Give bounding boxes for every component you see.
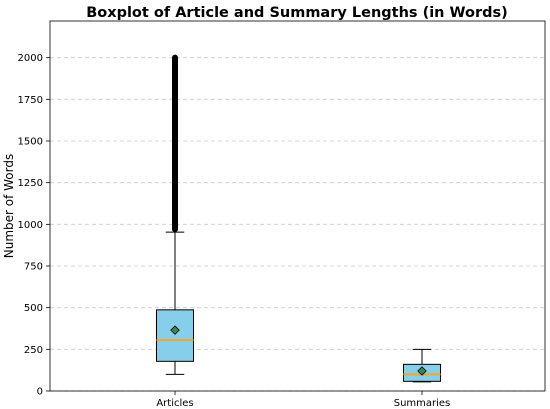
y-tick-label: 2000 [18,53,43,64]
y-tick-label: 750 [24,262,43,273]
y-tick-label: 0 [37,387,43,398]
chart-title: Boxplot of Article and Summary Lengths (… [86,5,508,21]
grid-lines [50,57,545,392]
y-axis-label: Number of Words [2,154,16,259]
y-tick-label: 250 [24,345,43,356]
y-axis-ticks: 0 250 500 750 1000 1250 1500 1750 2000 [18,53,50,398]
mean-marker [170,325,180,335]
mean-marker [417,366,427,376]
y-tick-label: 1250 [18,178,43,189]
y-tick-label: 1500 [18,137,43,148]
y-tick-label: 1750 [18,95,43,106]
box-group [156,54,441,383]
x-tick-label: Articles [156,398,193,409]
y-tick-label: 500 [24,303,43,314]
outlier-points [172,54,178,233]
x-axis-ticks: Articles Summaries [156,391,450,409]
x-tick-label: Summaries [394,398,451,409]
plot-frame [49,20,546,392]
y-tick-label: 1000 [18,220,43,231]
box-body [156,309,194,362]
